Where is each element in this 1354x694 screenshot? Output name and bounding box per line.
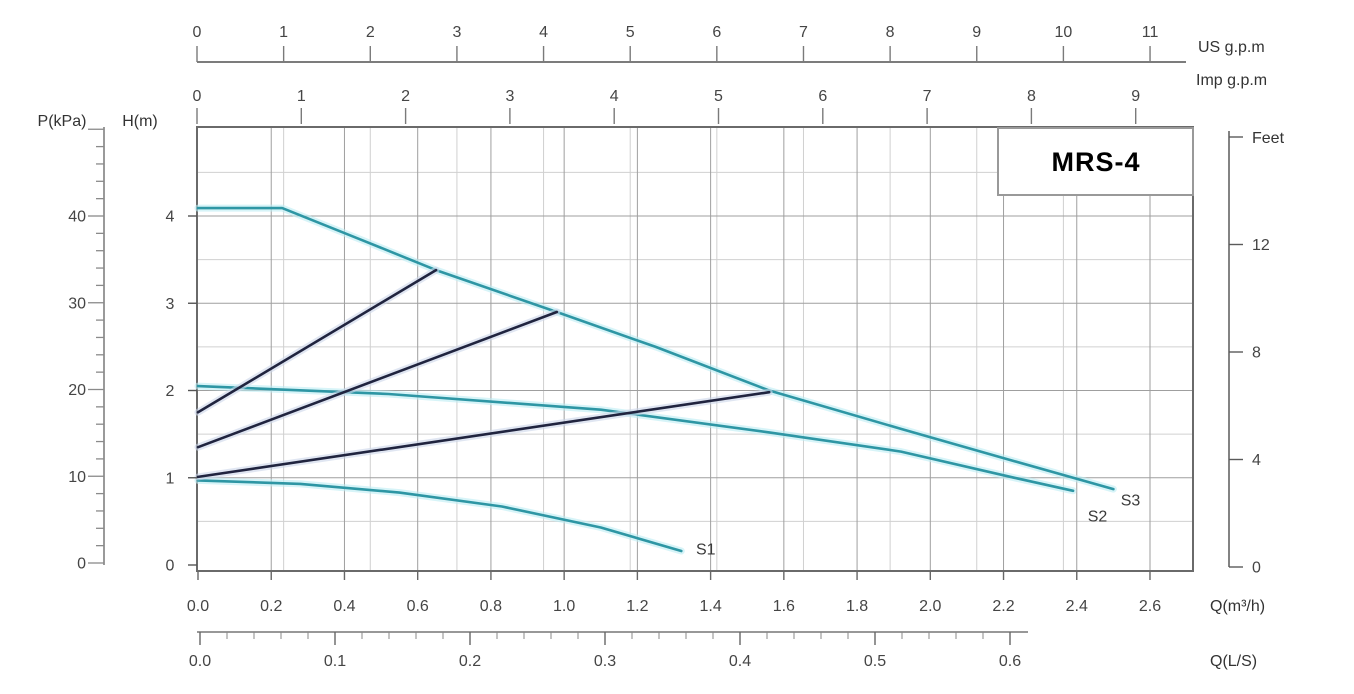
flow-m3h-tick-label: 2.0 — [919, 598, 941, 615]
pump-curve-s2-curve — [196, 384, 1075, 493]
speed-line-3-curve — [196, 390, 771, 479]
flow-m3h-axis-label: Q(m³/h) — [1210, 598, 1265, 615]
feet-axis-label: Feet — [1252, 130, 1285, 147]
us-gpm-tick-label: 7 — [799, 24, 808, 41]
feet-tick-label: 4 — [1252, 452, 1261, 469]
head-tick-label: 4 — [166, 209, 175, 226]
us-gpm-tick-label: 3 — [452, 24, 461, 41]
pump-curve-s3-halo — [194, 204, 1117, 493]
flow-m3h-tick-label: 2.6 — [1139, 598, 1161, 615]
imp-gpm-tick-label: 1 — [297, 88, 306, 105]
flow-ls-tick-label: 0.4 — [729, 653, 751, 670]
flow-ls-tick-label: 0.3 — [594, 653, 616, 670]
imp-gpm-tick-label: 6 — [818, 88, 827, 105]
flow-m3h-tick-label: 0.2 — [260, 598, 282, 615]
kpa-tick-label: 30 — [68, 295, 86, 312]
flow-m3h-tick-label: 1.2 — [626, 598, 648, 615]
us-gpm-tick-label: 4 — [539, 24, 548, 41]
flow-m3h-tick-label: 1.8 — [846, 598, 868, 615]
flow-m3h-tick-label: 0.6 — [407, 598, 429, 615]
flow-ls-tick-label: 0.6 — [999, 653, 1021, 670]
kpa-axis-label: P(kPa) — [38, 113, 87, 130]
imp-gpm-tick-label: 3 — [505, 88, 514, 105]
curve-label-s1: S1 — [696, 542, 716, 559]
us-gpm-tick-label: 2 — [366, 24, 375, 41]
head-tick-label: 2 — [166, 383, 175, 400]
imp-gpm-tick-label: 7 — [923, 88, 932, 105]
flow-ls-tick-label: 0.0 — [189, 653, 211, 670]
head-tick-label: 3 — [166, 296, 175, 313]
flow-ls-axis-label: Q(L/S) — [1210, 653, 1257, 670]
us-gpm-tick-label: 6 — [712, 24, 721, 41]
imp-gpm-axis-label: Imp g.p.m — [1196, 72, 1267, 89]
imp-gpm-tick-label: 4 — [610, 88, 619, 105]
kpa-tick-label: 0 — [77, 556, 86, 573]
us-gpm-tick-label: 1 — [279, 24, 288, 41]
head-tick-label: 0 — [166, 558, 175, 575]
flow-m3h-tick-label: 1.6 — [773, 598, 795, 615]
curve-label-s3: S3 — [1121, 493, 1141, 510]
flow-ls-tick-label: 0.2 — [459, 653, 481, 670]
us-gpm-tick-label: 8 — [886, 24, 895, 41]
us-gpm-tick-label: 0 — [193, 24, 202, 41]
kpa-tick-label: 10 — [68, 469, 86, 486]
imp-gpm-tick-label: 8 — [1027, 88, 1036, 105]
imp-gpm-tick-label: 0 — [193, 88, 202, 105]
us-gpm-tick-label: 11 — [1142, 24, 1159, 41]
flow-m3h-tick-label: 0.0 — [187, 598, 209, 615]
flow-m3h-tick-label: 0.4 — [333, 598, 355, 615]
speed-line-2-curve — [196, 310, 559, 449]
us-gpm-axis-label: US g.p.m — [1198, 39, 1265, 56]
feet-tick-label: 0 — [1252, 560, 1261, 577]
us-gpm-tick-label: 5 — [626, 24, 635, 41]
flow-m3h-tick-label: 2.4 — [1066, 598, 1088, 615]
curve-label-s2: S2 — [1088, 508, 1108, 525]
imp-gpm-tick-label: 9 — [1131, 88, 1140, 105]
flow-m3h-tick-label: 1.4 — [699, 598, 721, 615]
kpa-tick-label: 20 — [68, 382, 86, 399]
pump-curve-s1-curve — [196, 479, 683, 553]
pump-curve-s1-halo — [194, 476, 685, 555]
us-gpm-tick-label: 10 — [1055, 24, 1073, 41]
head-tick-label: 1 — [166, 470, 175, 487]
pump-curve-s3-curve — [196, 206, 1115, 491]
flow-m3h-tick-label: 2.2 — [992, 598, 1014, 615]
imp-gpm-tick-label: 2 — [401, 88, 410, 105]
chart-title: MRS-4 — [1051, 147, 1140, 177]
imp-gpm-tick-label: 5 — [714, 88, 723, 105]
us-gpm-tick-label: 9 — [972, 24, 981, 41]
feet-tick-label: 8 — [1252, 345, 1261, 362]
flow-ls-tick-label: 0.1 — [324, 653, 346, 670]
head-axis-label: H(m) — [122, 113, 158, 130]
speed-line-1-curve — [196, 268, 438, 414]
kpa-tick-label: 40 — [68, 209, 86, 226]
feet-tick-label: 12 — [1252, 237, 1270, 254]
flow-m3h-tick-label: 0.8 — [480, 598, 502, 615]
flow-m3h-tick-label: 1.0 — [553, 598, 575, 615]
plot-border — [196, 126, 1194, 572]
flow-ls-tick-label: 0.5 — [864, 653, 886, 670]
title-box — [997, 127, 1194, 196]
